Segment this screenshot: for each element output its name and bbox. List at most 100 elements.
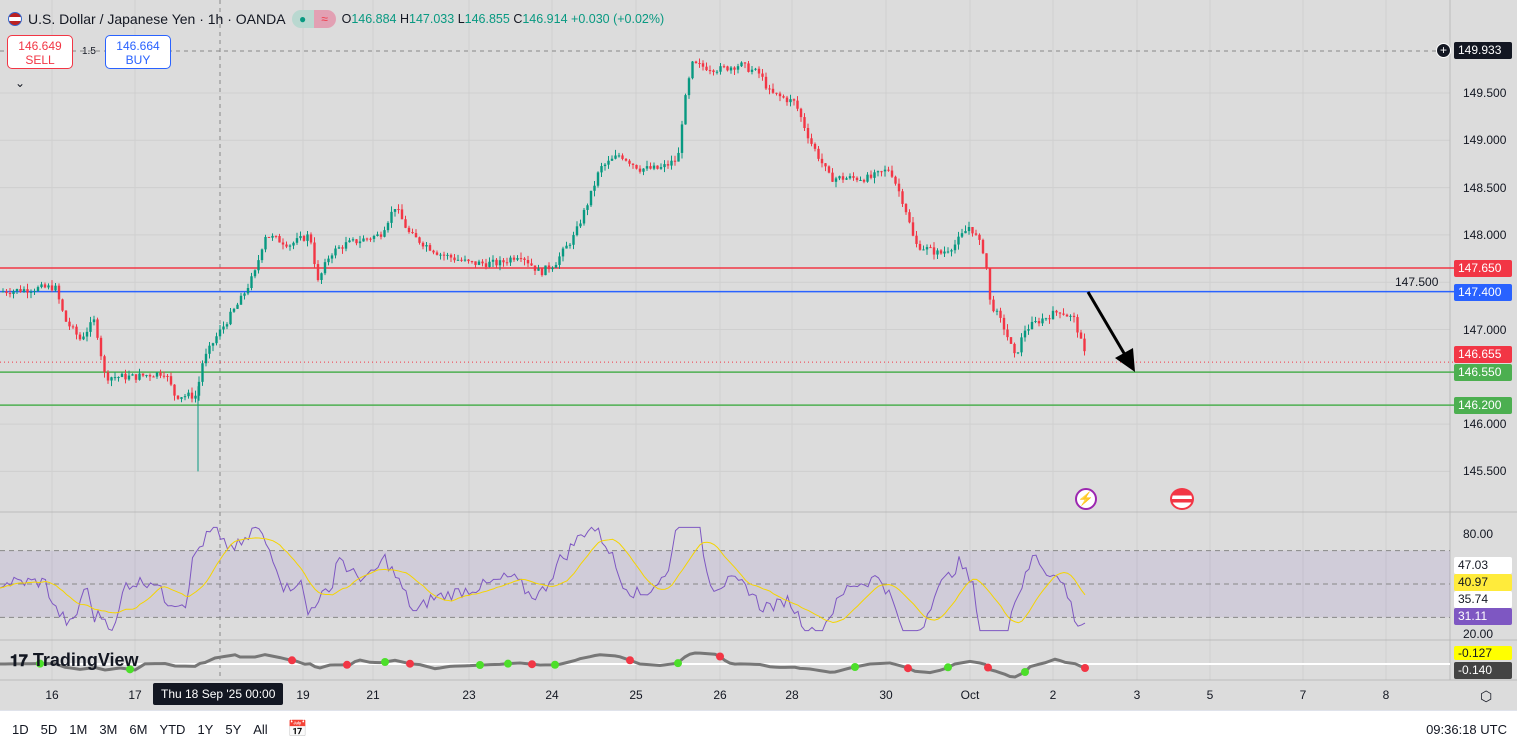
price-tick: 147.000 (1463, 322, 1507, 337)
candle (155, 372, 159, 377)
range-button-3m[interactable]: 3M (99, 721, 118, 737)
buy-button[interactable]: 146.664 BUY (105, 35, 171, 69)
signal-dot (288, 656, 296, 665)
candle (488, 261, 491, 267)
candle (733, 67, 736, 70)
candle (1009, 337, 1013, 344)
candle (876, 171, 880, 173)
chart-canvas[interactable] (0, 0, 1517, 710)
candle (509, 257, 512, 263)
candle (180, 397, 183, 399)
price-tick: 146.000 (1463, 417, 1507, 432)
candle (943, 251, 946, 254)
candle (939, 250, 943, 254)
candle (834, 178, 838, 182)
candle (971, 227, 974, 234)
candle (1062, 313, 1065, 315)
candle (92, 319, 96, 323)
range-button-all[interactable]: All (253, 721, 268, 737)
candle (446, 254, 449, 256)
range-button-6m[interactable]: 6M (129, 721, 148, 737)
candle (981, 239, 985, 254)
us-economic-event-icon[interactable] (1170, 488, 1194, 510)
candle (365, 238, 369, 240)
candle (5, 291, 8, 294)
candle (173, 384, 176, 396)
candle (418, 237, 421, 243)
candle (831, 172, 834, 182)
candle (631, 163, 635, 165)
candle (190, 392, 194, 399)
candle (386, 222, 390, 231)
candle (645, 166, 649, 169)
signal-dot (674, 659, 682, 668)
osc-label: -0.127 (1454, 646, 1512, 660)
candle (964, 231, 967, 234)
range-button-1m[interactable]: 1M (69, 721, 88, 737)
candle (719, 66, 722, 72)
signal-dot (476, 661, 484, 669)
candle (922, 249, 925, 251)
candle (267, 236, 271, 238)
sell-button[interactable]: 146.649 SELL (7, 35, 73, 69)
candle (901, 191, 904, 204)
tradingview-logo[interactable]: 𝟏𝟕 TradingView (10, 650, 139, 670)
chevron-down-icon[interactable]: ⌄ (15, 76, 26, 90)
candle (1016, 352, 1020, 354)
rsi-tick: 20.00 (1463, 627, 1494, 641)
signal-dot (851, 663, 859, 671)
candle (1002, 317, 1006, 330)
candle (754, 68, 757, 70)
osc-label: -0.140 (1454, 662, 1512, 679)
symbol-title[interactable]: U.S. Dollar / Japanese Yen · 1h · OANDA (28, 11, 286, 27)
candle (232, 308, 236, 312)
candle (425, 245, 428, 247)
candle (999, 310, 1002, 318)
candle (19, 289, 22, 292)
candle (362, 238, 365, 242)
candle (407, 227, 411, 233)
range-button-ytd[interactable]: YTD (159, 721, 186, 737)
candle (523, 258, 526, 260)
candle (1030, 321, 1034, 330)
candle (775, 92, 778, 94)
candle (806, 127, 810, 139)
candle (1006, 329, 1009, 338)
candle (194, 395, 197, 399)
candle (722, 66, 726, 68)
candle (278, 236, 281, 243)
range-button-5y[interactable]: 5Y (225, 721, 242, 737)
market-status[interactable]: ● ≈ (291, 10, 336, 28)
candle (204, 353, 208, 364)
candle (134, 374, 138, 380)
candle (666, 164, 670, 166)
signal-dot (1081, 664, 1089, 672)
rsi-value-label: 31.11 (1454, 608, 1512, 625)
calendar-icon[interactable]: 📅 (287, 721, 308, 738)
candle (474, 261, 477, 265)
range-button-1y[interactable]: 1Y (197, 721, 214, 737)
candle (152, 376, 155, 378)
candle (953, 244, 957, 251)
candle (698, 63, 701, 65)
chart-area[interactable] (0, 0, 1517, 710)
candle (568, 244, 572, 246)
candle (950, 250, 953, 252)
candle (817, 148, 820, 159)
event-lightning-icon[interactable]: ⚡ (1075, 488, 1097, 510)
candle (638, 168, 642, 172)
plus-icon[interactable]: + (1436, 43, 1451, 58)
time-tick: 24 (545, 688, 559, 702)
time-tick: 16 (45, 688, 59, 702)
candle (743, 62, 747, 64)
candle (635, 164, 638, 169)
range-button-5d[interactable]: 5D (40, 721, 58, 737)
candle (1041, 318, 1044, 324)
candle (201, 363, 204, 382)
candle (890, 170, 894, 177)
candle (351, 239, 355, 241)
candle (106, 372, 110, 381)
settings-icon[interactable]: ⬡ (1480, 688, 1493, 704)
range-button-1d[interactable]: 1D (12, 721, 29, 737)
osc-line (0, 651, 1086, 679)
